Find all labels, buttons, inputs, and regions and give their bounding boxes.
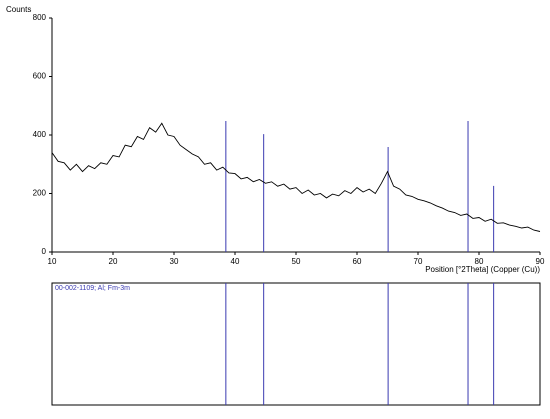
y-tick-label: 800 [33, 13, 47, 22]
reference-label: 00-002-1109; Al; Fm-3m [55, 285, 130, 292]
x-axis-label: Position [°2Theta] (Copper (Cu)) [425, 265, 540, 274]
x-tick-label: 50 [292, 257, 301, 266]
x-tick-label: 10 [48, 257, 57, 266]
y-tick-label: 600 [33, 72, 47, 81]
x-tick-label: 80 [475, 257, 484, 266]
x-tick-label: 30 [170, 257, 179, 266]
x-tick-label: 40 [231, 257, 240, 266]
y-tick-label: 200 [33, 189, 47, 198]
reference-panel [51, 282, 541, 406]
x-tick-label: 90 [536, 257, 545, 266]
y-tick-label: 400 [33, 130, 47, 139]
pattern-line [51, 122, 541, 232]
x-tick-label: 70 [414, 257, 423, 266]
x-tick-label: 20 [109, 257, 118, 266]
y-tick-label: 0 [42, 247, 47, 256]
x-tick-label: 60 [353, 257, 362, 266]
y-axis-label: Counts [6, 5, 31, 14]
